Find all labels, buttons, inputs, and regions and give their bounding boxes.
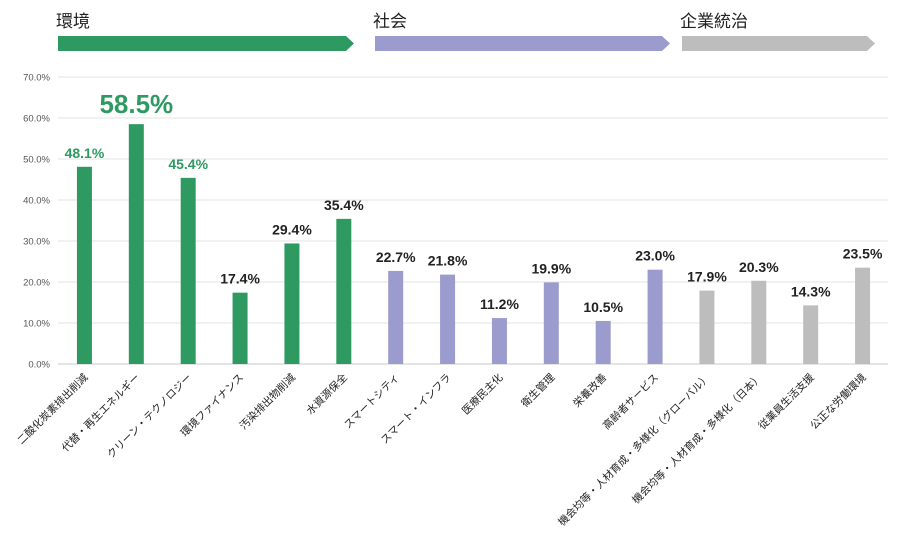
bar — [647, 269, 663, 364]
y-tick-label: 20.0% — [23, 278, 50, 289]
x-tick-label: 汚染排出物削減 — [237, 371, 299, 433]
group-banner-1 — [375, 36, 670, 51]
group-banner-2 — [682, 36, 875, 51]
y-tick-label: 70.0% — [23, 73, 50, 84]
x-tick-label: 衛生管理 — [519, 371, 558, 410]
bar — [388, 270, 404, 364]
x-tick-label: スマートシティ — [342, 372, 402, 432]
bar — [284, 243, 300, 364]
y-tick-label: 10.0% — [23, 319, 50, 330]
y-tick-label: 50.0% — [23, 155, 50, 166]
bar — [699, 290, 715, 364]
bar — [76, 166, 92, 364]
data-label: 20.3% — [739, 259, 779, 275]
bar — [128, 124, 144, 365]
x-tick-label: 栄養改善 — [570, 371, 609, 410]
data-label: 35.4% — [324, 197, 364, 213]
bar — [336, 218, 352, 364]
data-label: 17.4% — [220, 271, 260, 287]
data-label: 14.3% — [791, 283, 831, 299]
y-tick-label: 60.0% — [23, 114, 50, 125]
bar — [803, 305, 819, 364]
x-tick-label: 医療民主化 — [459, 371, 506, 418]
data-label: 29.4% — [272, 221, 312, 237]
bar — [595, 320, 611, 364]
bar — [180, 177, 196, 364]
data-label: 23.0% — [635, 248, 675, 264]
data-label: 21.8% — [428, 253, 468, 269]
data-label: 19.9% — [531, 260, 571, 276]
y-tick-label: 0.0% — [28, 360, 50, 371]
bar — [855, 267, 871, 364]
group-title-1: 社会 — [373, 12, 407, 32]
data-label: 48.1% — [65, 145, 105, 161]
x-tick-label: 水資源保全 — [304, 371, 351, 418]
x-tick-label: クリーン・テクノロジー — [105, 372, 194, 461]
bar — [543, 282, 559, 364]
bar — [751, 280, 767, 364]
y-tick-label: 40.0% — [23, 196, 50, 207]
bar — [491, 318, 507, 364]
group-banner-0 — [58, 36, 354, 51]
data-label: 58.5% — [99, 89, 173, 119]
data-label: 10.5% — [583, 299, 623, 315]
data-label: 11.2% — [480, 296, 519, 312]
data-label: 23.5% — [843, 246, 883, 262]
bar — [440, 274, 456, 364]
data-label: 17.9% — [687, 269, 727, 285]
group-title-0: 環境 — [56, 12, 90, 32]
data-label: 45.4% — [168, 156, 208, 172]
data-label: 22.7% — [376, 249, 416, 265]
group-title-2: 企業統治 — [680, 12, 748, 32]
y-tick-label: 30.0% — [23, 237, 50, 248]
bar — [232, 292, 248, 364]
